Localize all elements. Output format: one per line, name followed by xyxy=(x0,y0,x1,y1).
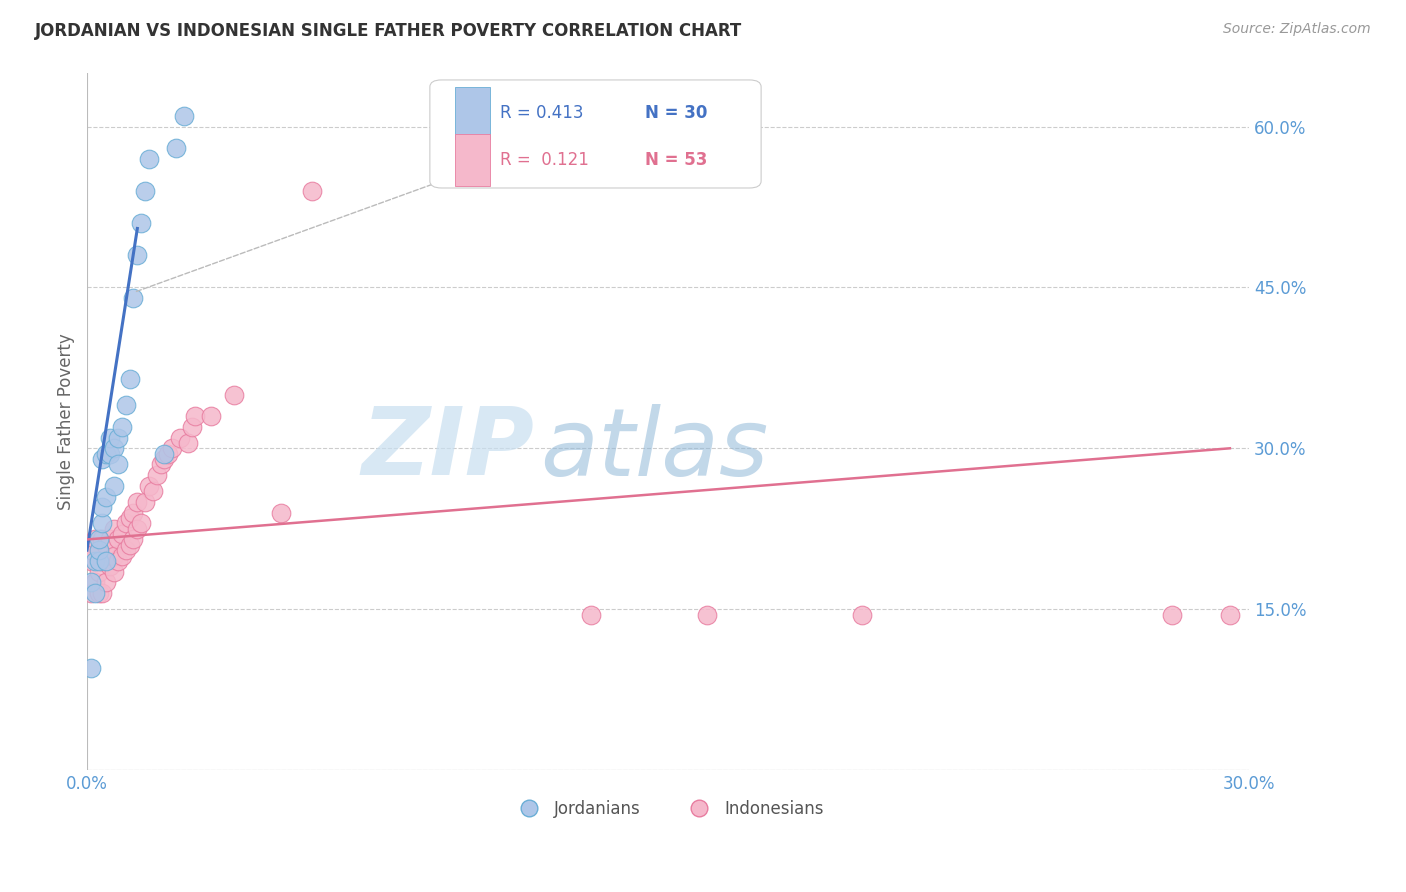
Point xyxy=(91,516,114,531)
Point xyxy=(87,533,110,547)
Point xyxy=(96,538,118,552)
Point xyxy=(160,442,183,456)
Point xyxy=(103,442,125,456)
Text: ZIP: ZIP xyxy=(361,403,534,495)
Point xyxy=(107,554,129,568)
Point xyxy=(83,586,105,600)
Point xyxy=(122,291,145,305)
Point xyxy=(80,575,103,590)
Point xyxy=(91,500,114,515)
Point xyxy=(127,522,149,536)
Point xyxy=(111,549,134,563)
Point xyxy=(91,452,114,467)
Point xyxy=(87,554,110,568)
Text: atlas: atlas xyxy=(540,404,769,495)
Text: Source: ZipAtlas.com: Source: ZipAtlas.com xyxy=(1223,22,1371,37)
Point xyxy=(165,141,187,155)
Point xyxy=(103,522,125,536)
FancyBboxPatch shape xyxy=(430,80,761,188)
Point xyxy=(149,458,172,472)
Point xyxy=(111,527,134,541)
Point xyxy=(127,248,149,262)
Y-axis label: Single Father Poverty: Single Father Poverty xyxy=(58,333,75,510)
Point xyxy=(111,420,134,434)
Point xyxy=(180,420,202,434)
Point xyxy=(114,516,136,531)
Text: N = 53: N = 53 xyxy=(645,152,707,169)
Point xyxy=(98,533,121,547)
Point xyxy=(173,109,195,123)
Point xyxy=(851,607,873,622)
Point xyxy=(80,554,103,568)
Point xyxy=(138,479,160,493)
Point xyxy=(96,575,118,590)
Point xyxy=(153,447,176,461)
FancyBboxPatch shape xyxy=(456,134,491,186)
Text: JORDANIAN VS INDONESIAN SINGLE FATHER POVERTY CORRELATION CHART: JORDANIAN VS INDONESIAN SINGLE FATHER PO… xyxy=(35,22,742,40)
Point xyxy=(145,468,167,483)
Point xyxy=(118,371,141,385)
Point xyxy=(129,216,152,230)
Text: R = 0.413: R = 0.413 xyxy=(499,104,583,122)
Point xyxy=(107,431,129,445)
Point xyxy=(96,554,118,568)
Point xyxy=(118,511,141,525)
Point xyxy=(87,586,110,600)
Point xyxy=(91,586,114,600)
Point xyxy=(83,575,105,590)
Point xyxy=(177,436,200,450)
Legend: Jordanians, Indonesians: Jordanians, Indonesians xyxy=(506,793,831,824)
Point xyxy=(91,554,114,568)
Point xyxy=(83,533,105,547)
FancyBboxPatch shape xyxy=(456,87,491,139)
Point xyxy=(122,506,145,520)
Point xyxy=(91,533,114,547)
Point xyxy=(83,554,105,568)
Point xyxy=(87,543,110,558)
Point xyxy=(107,533,129,547)
Point xyxy=(270,506,292,520)
Point xyxy=(96,447,118,461)
Point xyxy=(107,458,129,472)
Point xyxy=(696,607,718,622)
Point xyxy=(138,152,160,166)
Point xyxy=(224,387,246,401)
Point xyxy=(103,565,125,579)
Point xyxy=(98,559,121,574)
Point xyxy=(103,479,125,493)
Point xyxy=(157,447,180,461)
Point xyxy=(98,447,121,461)
Point xyxy=(114,398,136,412)
Point xyxy=(118,538,141,552)
Point xyxy=(87,543,110,558)
Point xyxy=(122,533,145,547)
Point xyxy=(200,409,222,424)
Point xyxy=(98,431,121,445)
Point xyxy=(301,184,323,198)
Point xyxy=(96,490,118,504)
Point xyxy=(134,184,156,198)
Point xyxy=(169,431,191,445)
Point xyxy=(80,586,103,600)
Point xyxy=(1160,607,1182,622)
Point xyxy=(1219,607,1241,622)
Text: R =  0.121: R = 0.121 xyxy=(499,152,589,169)
Point xyxy=(184,409,207,424)
Point xyxy=(80,661,103,675)
Point xyxy=(579,607,602,622)
Point xyxy=(87,565,110,579)
Point xyxy=(103,549,125,563)
Point xyxy=(114,543,136,558)
Point xyxy=(153,452,176,467)
Point xyxy=(134,495,156,509)
Point xyxy=(142,484,165,499)
Point xyxy=(129,516,152,531)
Point xyxy=(80,543,103,558)
Text: N = 30: N = 30 xyxy=(645,104,707,122)
Point xyxy=(127,495,149,509)
Point xyxy=(96,554,118,568)
